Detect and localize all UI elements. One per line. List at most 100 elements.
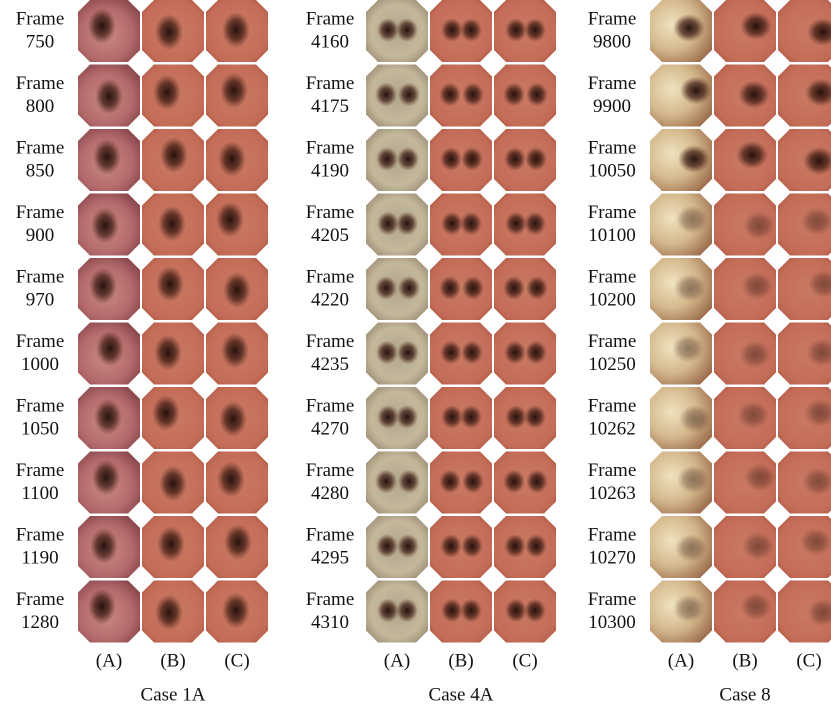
lumen [94,399,122,435]
lumen [503,276,525,300]
frame-label: Frame [16,460,65,481]
endoscopy-image [142,194,204,256]
frame-number: 4280 [311,483,349,504]
frame-label: Frame [588,331,637,352]
lumen [737,401,769,429]
lumen [462,83,484,107]
lumen [377,405,399,429]
endoscopy-image [206,387,268,449]
frame-number: 10270 [588,547,636,568]
frame-number: 970 [26,289,55,310]
lumen [154,335,182,371]
frame-label: Frame [306,395,355,416]
frame-number: 900 [26,225,55,246]
lumen [217,462,245,498]
endoscopy-image [778,387,831,449]
endoscopy-image [778,194,831,256]
endoscopy-image [778,258,831,320]
lumen [219,401,247,437]
endoscopy-image [366,387,428,449]
frame-label: Frame [588,589,637,610]
frame-number: 4295 [311,547,349,568]
column-label: (A) [668,650,694,671]
endoscopy-image [206,258,268,320]
lumen [743,212,775,240]
endoscopy-image [366,129,428,191]
frame-number: 4310 [311,612,349,633]
endoscopy-image [430,452,492,514]
frame-number: 800 [26,96,55,117]
frame-number: 10100 [588,225,636,246]
frame-label: Frame [306,137,355,158]
frame-label: Frame [588,524,637,545]
lumen [441,212,463,236]
lumen [462,276,484,300]
frame-number: 750 [26,31,55,52]
endoscopy-image [78,516,140,578]
endoscopy-image [650,129,712,191]
column-label: (B) [160,650,185,671]
endoscopy-image [778,581,831,643]
lumen [679,405,711,433]
endoscopy-image [778,452,831,514]
lumen [222,12,250,48]
lumen [524,212,546,236]
lumen [740,12,772,40]
endoscopy-image [714,387,776,449]
frame-label: Frame [306,8,355,29]
lumen [744,464,776,492]
lumen [156,266,184,302]
frame-number: 10200 [588,289,636,310]
endoscopy-image [366,452,428,514]
endoscopy-image [366,258,428,320]
endoscopy-image [650,516,712,578]
lumen [800,528,831,556]
frame-label: Frame [588,202,637,223]
lumen [377,212,399,236]
endoscopy-image [650,581,712,643]
endoscopy-image [430,387,492,449]
lumen [439,276,461,300]
lumen [440,534,462,558]
lumen [396,405,418,429]
lumen [157,526,185,562]
frame-number: 4235 [311,354,349,375]
frame-number: 4205 [311,225,349,246]
endoscopy-image [142,258,204,320]
frame-number: 4270 [311,418,349,439]
endoscopy-image [494,194,556,256]
endoscopy-image [714,129,776,191]
endoscopy-image [142,452,204,514]
lumen [462,470,484,494]
lumen [155,14,183,50]
lumen [155,595,183,631]
lumen [461,341,483,365]
endoscopy-image [206,129,268,191]
frame-number: 10250 [588,354,636,375]
endoscopy-image [494,65,556,127]
case-label: Case 4A [429,684,494,705]
lumen [526,83,548,107]
lumen [673,14,705,42]
endoscopy-image [494,516,556,578]
lumen [216,202,244,238]
frame-number: 1100 [21,483,58,504]
lumen [398,470,420,494]
endoscopy-image [778,129,831,191]
lumen [677,466,709,494]
endoscopy-image [778,0,831,62]
lumen [439,83,461,107]
lumen [503,83,525,107]
lumen [505,18,527,42]
endoscopy-image [78,129,140,191]
lumen [673,595,705,623]
lumen [505,405,527,429]
endoscopy-image [366,194,428,256]
endoscopy-image [494,387,556,449]
frame-label: Frame [16,137,65,158]
endoscopy-image [494,258,556,320]
frame-number: 4190 [311,160,349,181]
lumen [738,81,770,109]
endoscopy-image [78,452,140,514]
lumen [396,18,418,42]
